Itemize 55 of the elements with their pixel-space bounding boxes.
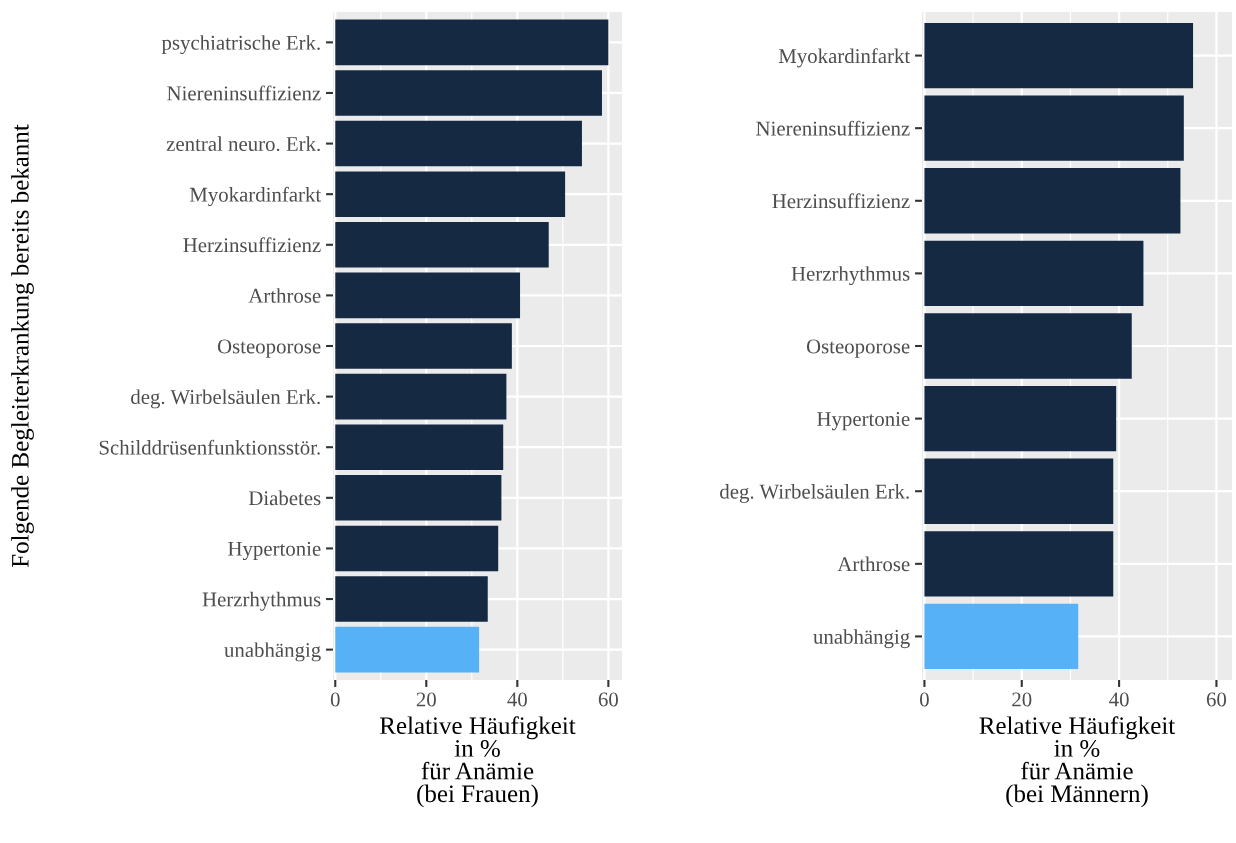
x-tick-label: 40 — [507, 692, 527, 707]
y-tick-label: Hypertonie — [817, 412, 910, 431]
bar — [924, 240, 1144, 307]
bar — [924, 168, 1181, 234]
bar — [924, 603, 1079, 670]
y-tick-label: Hypertonie — [228, 541, 321, 561]
y-tick-label: zentral neuro. Erk. — [166, 136, 320, 152]
bar — [335, 424, 504, 470]
x-axis-title: Relative Häufigkeit in % für Anämie (bei Frauen) — [379, 716, 576, 808]
bar — [335, 19, 609, 66]
y-tick-label: unabhängig — [224, 642, 321, 662]
bar — [335, 323, 512, 369]
bar — [335, 222, 549, 268]
y-tick-label: psychiatrische Erk. — [161, 35, 320, 55]
x-tick-label: 0 — [330, 692, 340, 707]
y-tick-label: Arthrose — [837, 556, 910, 572]
y-tick-label: deg. Wirbelsäulen Erk. — [720, 483, 909, 503]
y-tick-label: Herzrhythmus — [791, 266, 910, 286]
y-tick-label: Osteoporose — [806, 339, 910, 358]
bar — [924, 95, 1184, 161]
bar — [924, 313, 1132, 379]
bar — [924, 531, 1114, 597]
y-tick-label: Arthrose — [248, 288, 321, 303]
bar — [335, 120, 582, 167]
x-tick-label: 40 — [1109, 692, 1129, 707]
bar — [335, 272, 521, 319]
x-tick-label: 20 — [416, 692, 436, 707]
bar — [335, 475, 502, 521]
x-tick-label: 0 — [920, 692, 929, 707]
bar — [335, 576, 488, 622]
bar — [924, 22, 1194, 89]
y-tick-label: Diabetes — [248, 490, 321, 506]
y-axis-title: Folgende Begleiterkrankung bereits bekannt — [11, 124, 34, 568]
y-tick-label: Herzinsuffizienz — [183, 237, 321, 253]
bar — [924, 458, 1114, 524]
y-tick-label: Herzinsuffizienz — [772, 193, 910, 209]
bar — [335, 373, 507, 420]
x-tick-label: 20 — [1012, 692, 1032, 707]
x-axis-title: Relative Häufigkeit in % für Anämie (bei Männern) — [979, 716, 1176, 808]
bar — [335, 171, 566, 217]
y-tick-label: Myokardinfarkt — [778, 48, 911, 68]
bar — [335, 626, 480, 673]
y-tick-label: Herzrhythmus — [202, 591, 321, 611]
bar — [335, 70, 602, 116]
x-tick-label: 60 — [598, 692, 618, 707]
y-tick-label: Myokardinfarkt — [189, 186, 322, 207]
y-tick-label: Osteoporose — [217, 339, 321, 358]
y-tick-label: Niereninsuffizienz — [167, 85, 321, 101]
bar — [335, 525, 499, 572]
y-tick-label: Niereninsuffizienz — [756, 120, 910, 136]
y-tick-label: deg. Wirbelsäulen Erk. — [131, 389, 320, 409]
bar — [924, 385, 1117, 452]
y-tick-label: Schilddrüsenfunktionsstör. — [99, 439, 320, 455]
x-tick-label: 60 — [1206, 692, 1227, 707]
y-tick-label: unabhängig — [813, 629, 910, 649]
